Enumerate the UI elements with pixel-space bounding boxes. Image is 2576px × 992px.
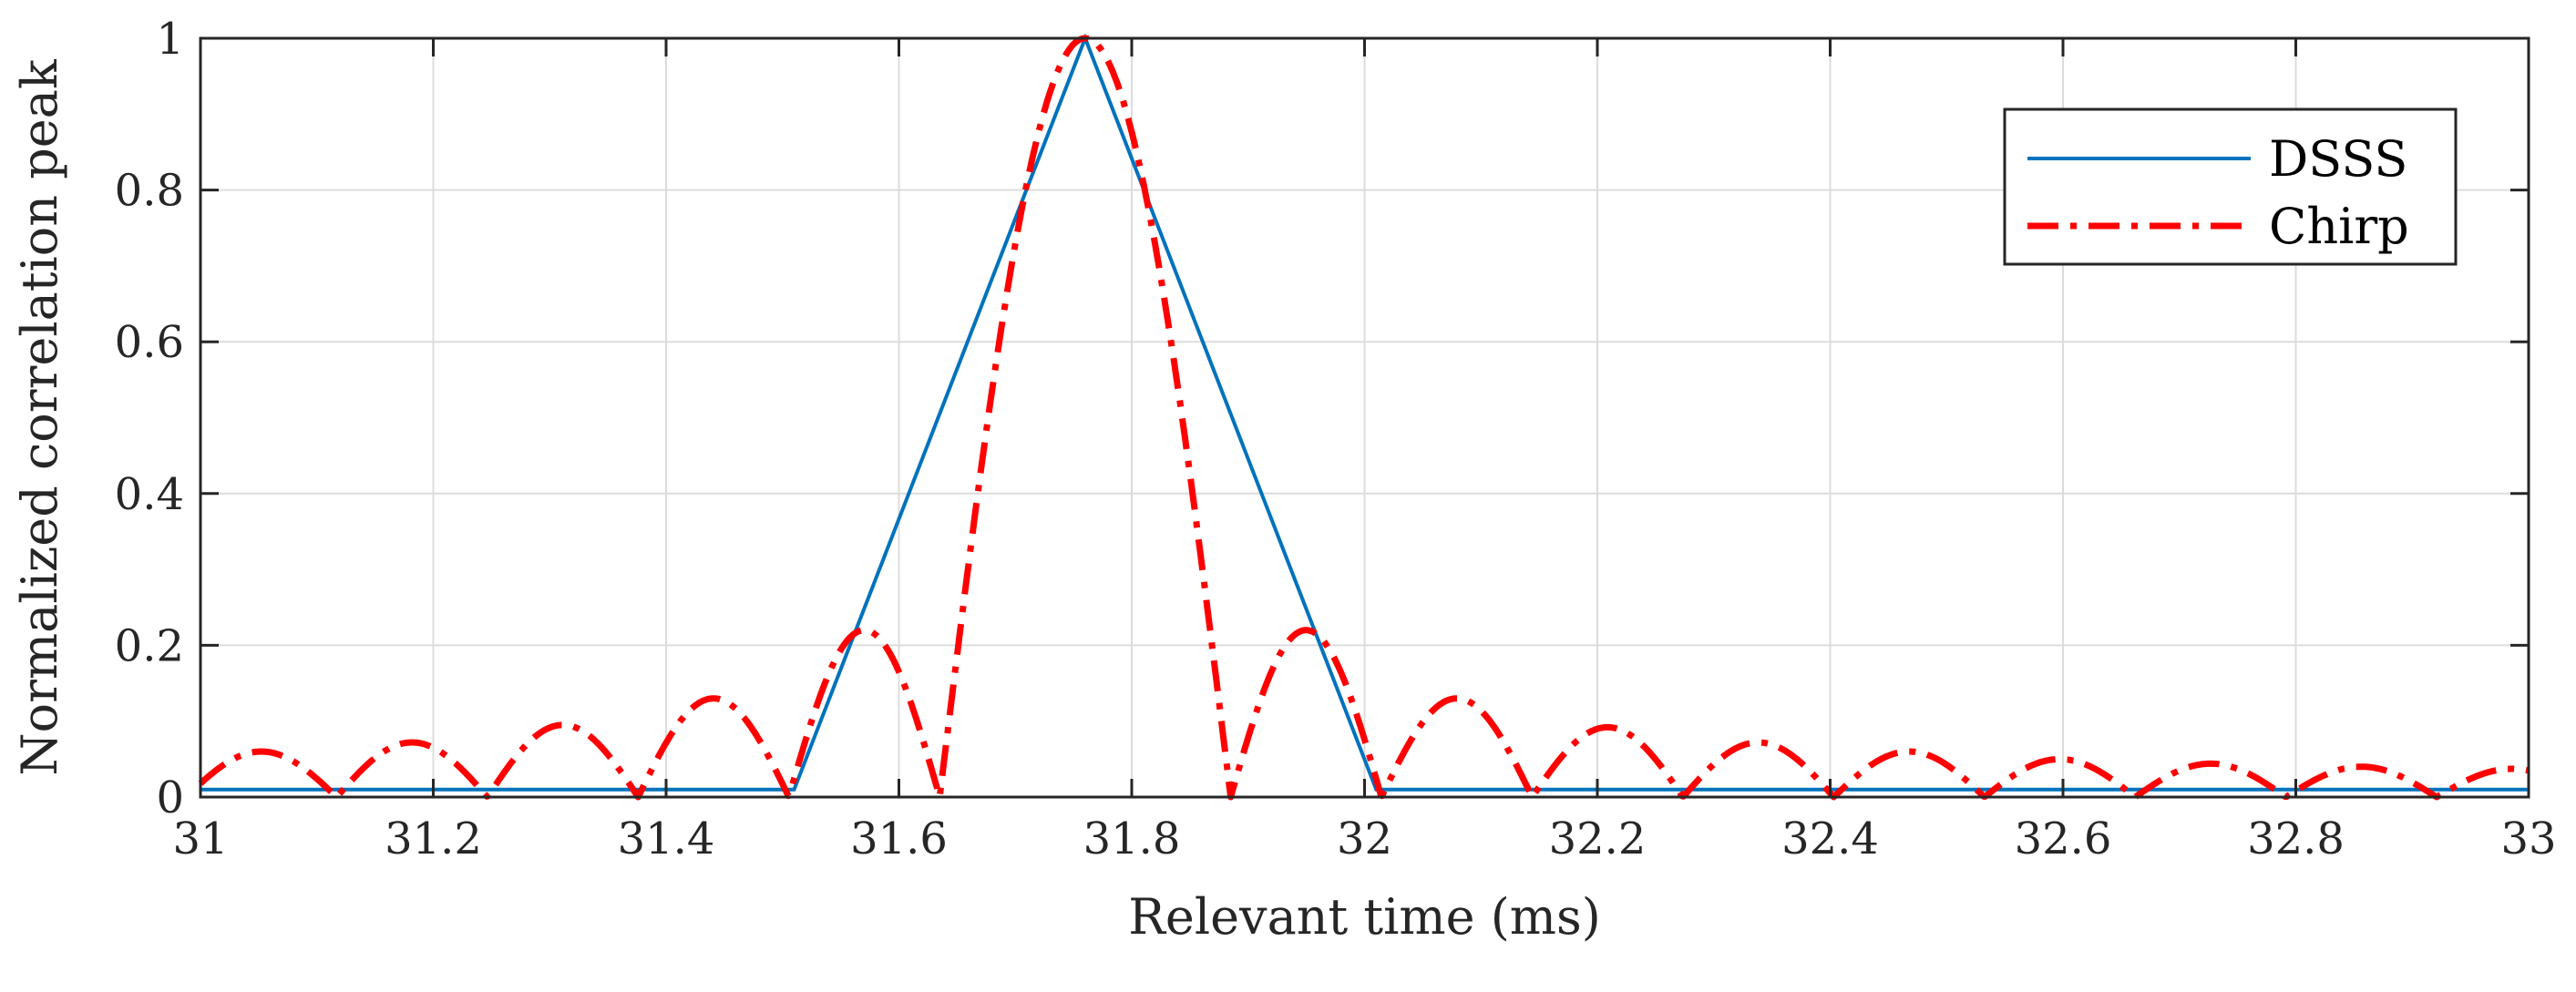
x-tick-label: 32.6 xyxy=(2015,813,2112,864)
legend-label-chirp: Chirp xyxy=(2269,198,2409,255)
ticks: 31 31.2 31.4 31.6 31.8 32 32.2 32.4 32.6 32.8 33 0 0… xyxy=(115,14,2557,864)
y-tick-label: 0.6 xyxy=(115,317,184,368)
x-axis-title: Relevant time (ms) xyxy=(1128,888,1601,946)
y-tick-label: 0.8 xyxy=(115,166,184,217)
x-tick-label: 31.8 xyxy=(1083,813,1181,864)
y-tick-label: 0.2 xyxy=(115,620,184,671)
legend-box xyxy=(2003,107,2458,266)
x-tick-label: 32.4 xyxy=(1781,813,1879,864)
series-chirp-line xyxy=(198,35,2531,801)
y-tick-label: 1 xyxy=(156,14,184,65)
x-tick-label: 32.8 xyxy=(2247,813,2345,864)
x-tick-label: 31.6 xyxy=(850,813,948,864)
x-tick-label: 32 xyxy=(1337,813,1392,864)
x-tick-label: 32.2 xyxy=(1549,813,1647,864)
legend-label-dsss: DSSS xyxy=(2269,130,2407,188)
x-tick-label: 31 xyxy=(172,813,228,864)
y-tick-label: 0.4 xyxy=(115,469,184,520)
y-tick-label: 0 xyxy=(156,772,184,823)
y-axis-title: Normalized correlation peak xyxy=(11,58,68,776)
x-tick-label: 31.2 xyxy=(385,813,482,864)
legend: DSSS Chirp xyxy=(2003,107,2458,266)
x-tick-label: 33 xyxy=(2500,813,2556,864)
x-tick-label: 31.4 xyxy=(618,813,715,864)
